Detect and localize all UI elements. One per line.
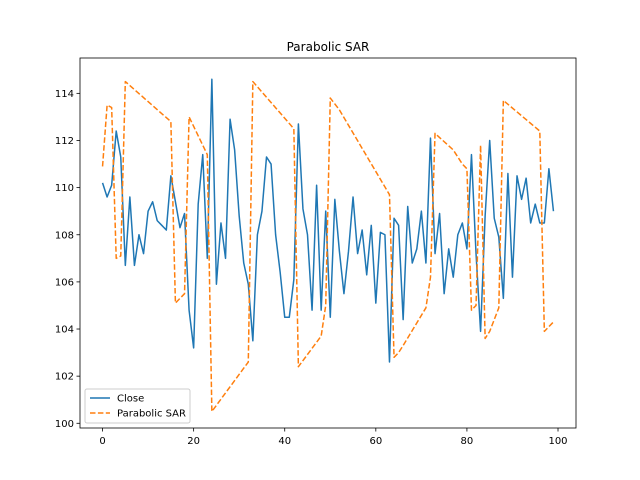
chart-title: Parabolic SAR bbox=[287, 40, 370, 54]
legend: Close Parabolic SAR bbox=[84, 388, 191, 424]
x-tick-label: 20 bbox=[187, 436, 200, 447]
y-tick-label: 102 bbox=[55, 372, 74, 383]
y-tick-label: 110 bbox=[55, 183, 74, 194]
y-tick-label: 106 bbox=[55, 277, 74, 288]
y-tick-label: 108 bbox=[55, 230, 74, 241]
series-layer bbox=[101, 78, 555, 413]
y-tick-label: 114 bbox=[55, 89, 74, 100]
x-tick-label: 60 bbox=[369, 436, 382, 447]
y-tick-label: 100 bbox=[55, 419, 74, 430]
legend-label-close: Close bbox=[117, 394, 144, 405]
x-tick-label: 80 bbox=[461, 436, 474, 447]
x-tick-label: 0 bbox=[99, 436, 105, 447]
x-tick-label: 100 bbox=[548, 436, 567, 447]
close-series-line bbox=[101, 78, 555, 363]
plot-frame bbox=[79, 57, 577, 429]
y-tick-label: 112 bbox=[55, 136, 74, 147]
y-tick-label: 104 bbox=[55, 325, 74, 336]
parabolic-sar-series-line bbox=[101, 80, 554, 413]
x-tick-label: 40 bbox=[278, 436, 291, 447]
x-axis-ticks: 0 20 40 60 80 100 bbox=[99, 428, 568, 447]
legend-label-sar: Parabolic SAR bbox=[117, 409, 186, 420]
legend-box bbox=[84, 388, 191, 424]
y-axis-ticks: 100 102 104 106 108 110 112 114 bbox=[55, 89, 80, 430]
